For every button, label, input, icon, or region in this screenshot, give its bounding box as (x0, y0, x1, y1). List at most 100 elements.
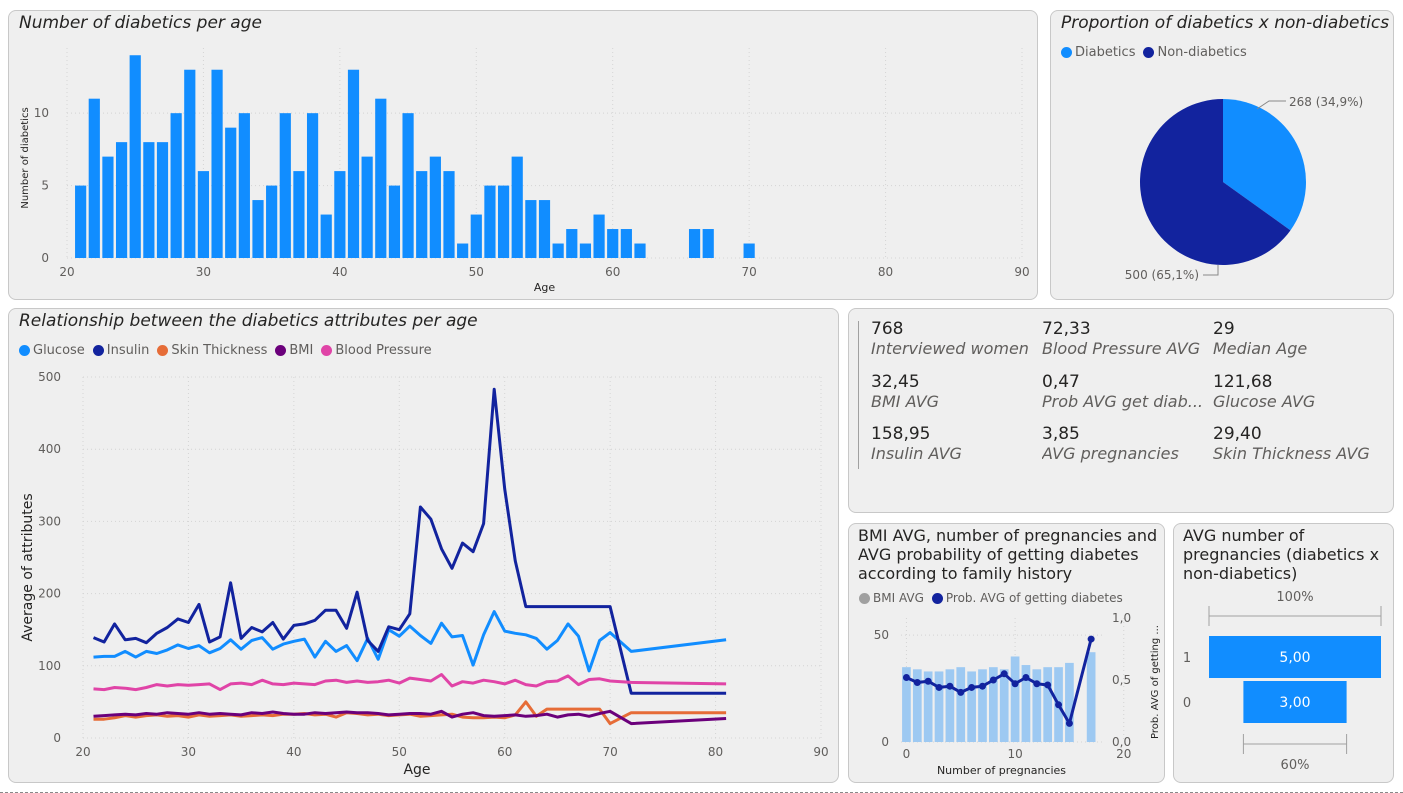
x-tick-label: 90 (1014, 265, 1029, 279)
legend-item-non-diabetics[interactable]: Non-diabetics (1143, 45, 1247, 60)
x-tick-label: 60 (497, 745, 512, 759)
bar (361, 156, 373, 258)
y-tick-label-right: 0,0 (1112, 735, 1131, 749)
x-tick-label: 60 (605, 265, 620, 279)
bmi-bar (1021, 665, 1031, 742)
pregnancies-funnel-title: AVG number of pregnancies (diabetics x n… (1183, 526, 1380, 583)
bar (129, 55, 141, 258)
legend-label: Blood Pressure (335, 343, 432, 358)
kpi-item: 72,33 Blood Pressure AVG (1042, 319, 1212, 358)
prob-line (905, 638, 1093, 725)
legend-item-diabetics[interactable]: Diabetics (1061, 45, 1135, 60)
bar (497, 185, 510, 258)
prob-point (957, 688, 965, 696)
legend-item-insulin[interactable]: Insulin (92, 343, 150, 358)
x-tick-label: 40 (286, 745, 301, 759)
kpi-item: 121,68 Glucose AVG (1213, 372, 1383, 411)
data-label: 268 (34,9%) (1289, 95, 1363, 109)
bar (457, 243, 469, 258)
age-histogram-chart: 20 30 40 50 60 70 80 90 0 5 10 Age Number of diabeti… (20, 48, 1030, 294)
series-line-glucose (93, 610, 727, 673)
bar (566, 229, 578, 258)
legend-dot (157, 345, 169, 356)
kpi-item: 29,40 Skin Thickness AVG (1213, 424, 1383, 463)
bar (416, 171, 428, 258)
bar (593, 214, 605, 258)
bar (320, 214, 332, 258)
kpi-label: BMI AVG (871, 392, 940, 411)
bar (402, 113, 414, 258)
bar (484, 185, 496, 258)
legend-item-prob-avg[interactable]: Prob. AVG of getting diabetes (931, 591, 1123, 605)
x-tick-label: 80 (708, 745, 723, 759)
funnel-data-label: 5,00 (1279, 650, 1310, 666)
prob-point (1065, 719, 1073, 727)
series-line-insulin (92, 387, 727, 695)
prob-point (1011, 680, 1019, 688)
legend-item-bp[interactable]: Blood Pressure (321, 343, 432, 358)
x-tick-label: 10 (1007, 747, 1022, 761)
x-axis-title: Age (403, 762, 430, 778)
legend-label: Glucose (33, 343, 85, 358)
bmi-bar (912, 669, 922, 742)
kpi-grid: 768 Interviewed women 72,33 Blood Pressure … (857, 319, 1387, 479)
kpi-item: 32,45 BMI AVG (871, 372, 1041, 411)
legend-item-glucose[interactable]: Glucose (19, 343, 85, 358)
attributes-line-chart: 20 30 40 50 60 70 80 90 0 100 200 300 400 500 Age Avera… (20, 370, 829, 778)
x-tick-label: 30 (196, 265, 211, 279)
funnel-bar (1243, 681, 1347, 723)
bmi-bar (1086, 652, 1096, 742)
top-percent-label: 100% (1276, 590, 1313, 605)
kpi-value: 29,40 (1213, 424, 1262, 444)
prob-point (946, 682, 954, 690)
bmi-bar (1043, 667, 1053, 742)
prob-point (1022, 674, 1030, 682)
pie-chart: 268 (34,9%) 500 (65,1%) (1125, 95, 1363, 282)
combo-legend: BMI AVG Prob. AVG of getting diabetes (859, 591, 1123, 605)
bmi-bar (1065, 662, 1074, 742)
prob-point (978, 682, 986, 690)
legend-label: BMI (289, 343, 314, 358)
y-tick-label: 5 (41, 179, 49, 193)
bar (143, 142, 155, 258)
pie-slice (1140, 99, 1291, 265)
attributes-line-card: Relationship between the diabetics attri… (8, 308, 839, 783)
legend-dot (92, 345, 104, 356)
bar (634, 243, 646, 258)
kpi-item: 3,85 AVG pregnancies (1042, 424, 1212, 463)
bar (429, 156, 441, 258)
y-tick-label: 500 (38, 370, 61, 384)
bar (538, 200, 551, 258)
y-tick-label-right: 1,0 (1112, 611, 1131, 625)
legend-item-skin[interactable]: Skin Thickness (157, 343, 267, 358)
x-tick-label: 70 (603, 745, 618, 759)
bmi-bar (1010, 656, 1020, 742)
kpi-label: Interviewed women (871, 339, 1029, 358)
bar (375, 98, 387, 258)
bmi-bar (923, 671, 933, 742)
legend-label: Insulin (106, 343, 150, 358)
legend-dot (275, 345, 287, 356)
bar (115, 142, 128, 258)
bmi-bar (999, 669, 1009, 742)
kpi-item: 158,95 Insulin AVG (871, 424, 1041, 463)
pregnancies-funnel-card: AVG number of pregnancies (diabetics x n… (1173, 523, 1394, 783)
prob-point (1033, 680, 1041, 688)
kpi-left-rule (858, 321, 859, 469)
bmi-bar (934, 671, 944, 742)
x-tick-label: 50 (392, 745, 407, 759)
x-tick-label: 0 (903, 747, 911, 761)
legend-item-bmi-avg[interactable]: BMI AVG (859, 591, 924, 605)
pie-slice (1223, 99, 1306, 231)
bar (511, 156, 523, 258)
attributes-line-title: Relationship between the diabetics attri… (19, 311, 478, 331)
legend-item-bmi[interactable]: BMI (275, 343, 313, 358)
kpi-item: 0,47 Prob AVG get diab... (1042, 372, 1212, 411)
prob-point (1055, 701, 1063, 709)
kpi-value: 121,68 (1213, 372, 1273, 392)
funnel-bar (1209, 636, 1381, 678)
funnel-category-label: 1 (1183, 651, 1191, 666)
bar (184, 69, 196, 258)
legend-prob-avg-label: Prob. AVG of getting diabetes (945, 591, 1123, 605)
prob-point (902, 674, 910, 682)
